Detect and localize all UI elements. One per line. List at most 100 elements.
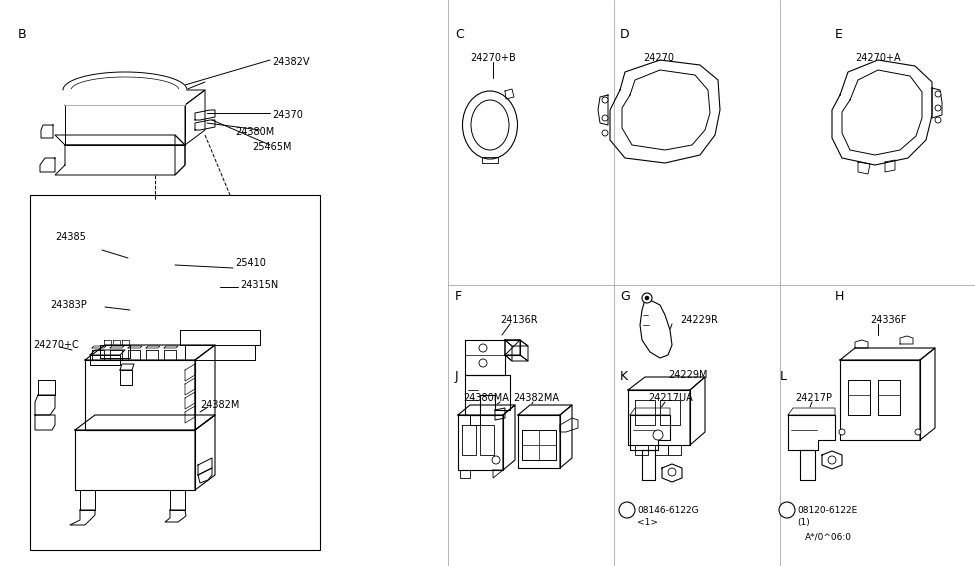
Text: 24229R: 24229R (680, 315, 718, 325)
Polygon shape (858, 162, 870, 174)
Polygon shape (628, 377, 705, 390)
Polygon shape (185, 378, 195, 395)
Text: (1): (1) (797, 518, 810, 527)
Polygon shape (55, 145, 185, 175)
Polygon shape (113, 340, 120, 345)
Circle shape (645, 296, 649, 300)
Text: 24382MA: 24382MA (513, 393, 559, 403)
Polygon shape (470, 415, 480, 425)
Polygon shape (855, 340, 868, 348)
Polygon shape (840, 348, 935, 360)
Polygon shape (690, 377, 705, 445)
Text: 24217UA: 24217UA (648, 393, 693, 403)
Circle shape (479, 344, 487, 352)
Polygon shape (175, 135, 185, 175)
Polygon shape (822, 451, 842, 469)
Polygon shape (662, 464, 682, 482)
Polygon shape (164, 346, 178, 348)
Text: 25465M: 25465M (252, 142, 292, 152)
Text: 24380M: 24380M (235, 127, 274, 137)
Polygon shape (85, 360, 195, 430)
Polygon shape (520, 340, 528, 361)
Polygon shape (185, 90, 205, 145)
Text: 24217P: 24217P (795, 393, 832, 403)
Polygon shape (35, 395, 55, 415)
Polygon shape (63, 72, 187, 105)
Text: 25410: 25410 (235, 258, 266, 268)
Circle shape (828, 456, 836, 464)
Polygon shape (55, 135, 185, 145)
Polygon shape (878, 380, 900, 415)
Polygon shape (668, 445, 681, 455)
Polygon shape (465, 340, 520, 375)
Polygon shape (642, 450, 655, 480)
Polygon shape (120, 370, 132, 385)
Polygon shape (458, 405, 515, 415)
Text: G: G (620, 290, 630, 303)
Polygon shape (80, 490, 95, 510)
Polygon shape (38, 380, 55, 395)
Text: J: J (455, 370, 458, 383)
Circle shape (653, 430, 663, 440)
Polygon shape (458, 415, 503, 470)
Text: B: B (18, 28, 26, 41)
Polygon shape (90, 355, 120, 365)
Circle shape (779, 502, 795, 518)
Polygon shape (185, 392, 195, 409)
Text: 24382V: 24382V (272, 57, 309, 67)
Polygon shape (75, 415, 215, 430)
Polygon shape (800, 450, 815, 480)
Text: 24383P: 24383P (50, 300, 87, 310)
Circle shape (668, 468, 676, 476)
Circle shape (619, 502, 635, 518)
Polygon shape (505, 89, 514, 99)
Circle shape (602, 130, 608, 136)
Polygon shape (628, 390, 690, 445)
Text: E: E (835, 28, 842, 41)
Polygon shape (560, 418, 578, 432)
Polygon shape (465, 375, 510, 415)
Text: F: F (455, 290, 462, 303)
Polygon shape (842, 70, 922, 155)
Text: 24370: 24370 (272, 110, 303, 120)
Polygon shape (41, 125, 53, 138)
Polygon shape (840, 360, 920, 440)
Polygon shape (932, 88, 942, 118)
Polygon shape (100, 345, 130, 358)
Polygon shape (610, 60, 720, 163)
Polygon shape (482, 157, 498, 163)
Polygon shape (788, 415, 835, 450)
Text: D: D (620, 28, 630, 41)
Polygon shape (518, 405, 572, 415)
Polygon shape (65, 105, 185, 145)
Polygon shape (65, 90, 205, 105)
Circle shape (935, 91, 941, 97)
Text: L: L (780, 370, 787, 383)
Polygon shape (128, 350, 140, 360)
Text: C: C (455, 28, 464, 41)
Polygon shape (164, 350, 176, 360)
Ellipse shape (471, 100, 509, 150)
Polygon shape (518, 415, 560, 468)
Polygon shape (146, 346, 160, 348)
Polygon shape (630, 415, 670, 450)
Polygon shape (920, 348, 935, 440)
Text: 08146-6122G: 08146-6122G (637, 506, 699, 515)
Circle shape (839, 429, 845, 435)
Polygon shape (110, 346, 124, 348)
Text: 24270+B: 24270+B (470, 53, 516, 63)
Text: 24270+A: 24270+A (855, 53, 901, 63)
Polygon shape (622, 70, 710, 150)
Polygon shape (180, 330, 260, 345)
Polygon shape (832, 60, 932, 165)
Text: 24270+C: 24270+C (33, 340, 79, 350)
Polygon shape (165, 510, 186, 522)
Text: 08120-6122E: 08120-6122E (797, 506, 857, 515)
Circle shape (479, 359, 487, 367)
Polygon shape (495, 408, 505, 420)
Polygon shape (655, 445, 668, 455)
Polygon shape (848, 380, 870, 415)
Polygon shape (128, 346, 142, 348)
Polygon shape (120, 364, 134, 370)
Text: H: H (835, 290, 844, 303)
